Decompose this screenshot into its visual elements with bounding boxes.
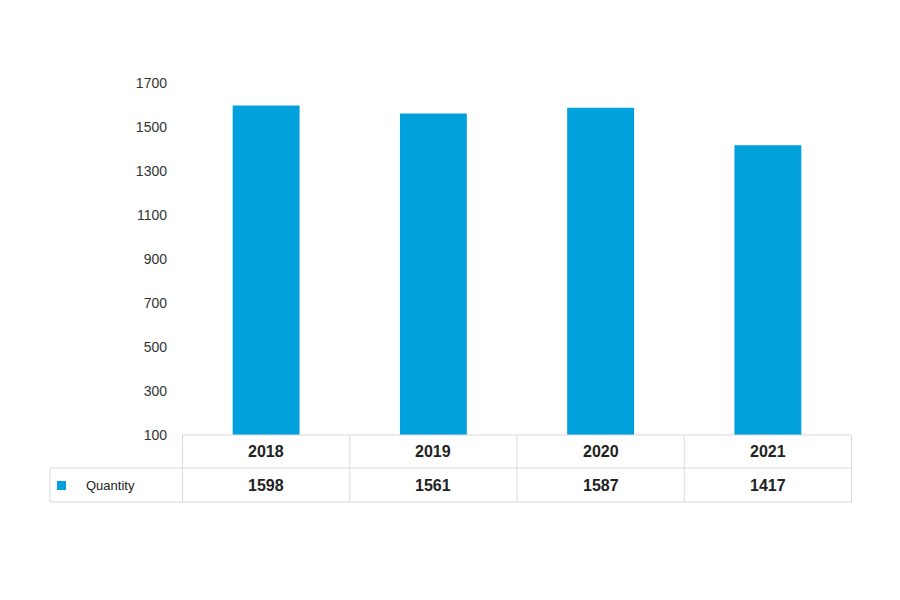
svg-text:1100: 1100 <box>137 207 167 223</box>
svg-text:1417: 1417 <box>750 477 786 494</box>
svg-text:1500: 1500 <box>136 119 167 135</box>
svg-text:100: 100 <box>144 427 168 443</box>
svg-text:300: 300 <box>144 383 168 399</box>
svg-text:1561: 1561 <box>415 477 451 494</box>
svg-text:2021: 2021 <box>750 443 786 460</box>
svg-text:700: 700 <box>144 295 168 311</box>
svg-text:2018: 2018 <box>248 443 284 460</box>
svg-text:1587: 1587 <box>583 477 619 494</box>
svg-text:2020: 2020 <box>583 443 619 460</box>
svg-text:500: 500 <box>144 339 168 355</box>
svg-text:1598: 1598 <box>248 477 284 494</box>
svg-text:1700: 1700 <box>136 75 167 91</box>
svg-text:900: 900 <box>144 251 168 267</box>
svg-text:2019: 2019 <box>415 443 451 460</box>
svg-text:Quantity: Quantity <box>86 478 135 493</box>
svg-text:1300: 1300 <box>136 163 167 179</box>
